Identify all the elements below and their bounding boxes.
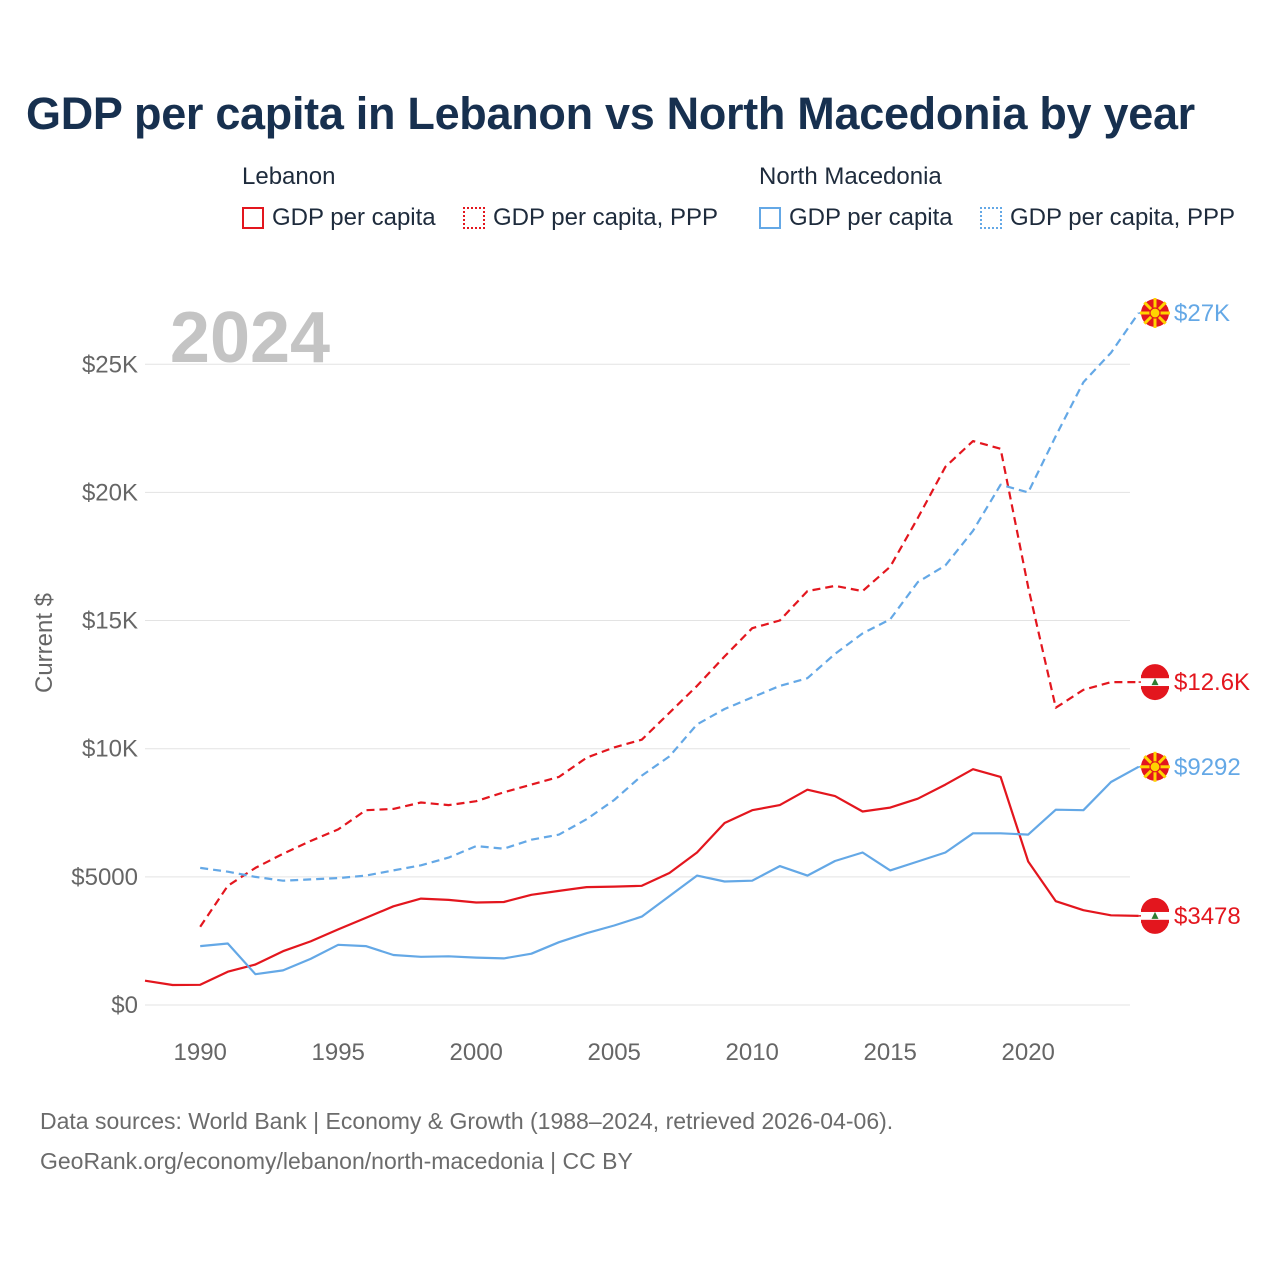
y-tick-label: $25K [82, 351, 138, 378]
x-tick-label: 1995 [312, 1039, 365, 1066]
end-value-label: $27K [1174, 300, 1230, 327]
series-line-lebanon-ppp [199, 440, 1139, 928]
x-tick-label: 2005 [588, 1039, 641, 1066]
source-line-2[interactable]: GeoRank.org/economy/lebanon/north-macedo… [40, 1148, 633, 1174]
end-value-label: $12.6K [1174, 669, 1250, 696]
x-tick-label: 2010 [726, 1039, 779, 1066]
legend-item-north-macedonia-gdp-ppp[interactable]: GDP per capita, PPP [980, 204, 1235, 232]
lebanon-flag-icon [1141, 664, 1169, 701]
y-tick-label: $5000 [71, 864, 138, 891]
x-tick-label: 2020 [1002, 1039, 1055, 1066]
north-macedonia-flag-icon [1140, 298, 1170, 328]
y-axis-label: Current $ [31, 593, 58, 693]
chart-title: GDP per capita in Lebanon vs North Maced… [26, 88, 1195, 139]
legend-swatch-dotted-blue [980, 207, 1002, 229]
y-tick-label: $20K [82, 479, 138, 506]
end-value-label: $9292 [1174, 754, 1241, 781]
legend-swatch-solid-red [242, 207, 264, 229]
y-tick-label: $10K [82, 736, 138, 763]
x-axis-ticks: 1990 1995 2000 2005 2010 2015 2020 [174, 1039, 1055, 1066]
legend-item-lebanon-gdp[interactable]: GDP per capita [242, 204, 436, 232]
end-labels: $3478 $12.6K $9292 $27K [1138, 298, 1250, 934]
north-macedonia-flag-icon [1140, 751, 1170, 782]
legend-swatch-solid-blue [759, 207, 781, 229]
series-line-north-macedonia-ppp [200, 312, 1140, 882]
x-tick-label: 2015 [864, 1039, 917, 1066]
x-tick-label: 1990 [174, 1039, 227, 1066]
y-axis-ticks: $0 $5000 $10K $15K $20K $25K [71, 351, 138, 1019]
legend-label: GDP per capita, PPP [1010, 204, 1235, 231]
legend-group-lebanon: Lebanon [242, 163, 336, 190]
legend-label: GDP per capita, PPP [493, 204, 718, 231]
series-line-north-macedonia-gdp [200, 765, 1140, 976]
legend-label: GDP per capita [789, 204, 953, 231]
legend-label: GDP per capita [272, 204, 436, 231]
legend-group-north-macedonia: North Macedonia [759, 163, 942, 190]
series-lines [144, 312, 1140, 987]
source-line-1: Data sources: World Bank | Economy & Gro… [40, 1108, 894, 1134]
legend-item-lebanon-gdp-ppp[interactable]: GDP per capita, PPP [463, 204, 718, 232]
y-tick-label: $0 [111, 992, 138, 1019]
end-value-label: $3478 [1174, 903, 1241, 930]
y-tick-label: $15K [82, 608, 138, 635]
legend-item-north-macedonia-gdp[interactable]: GDP per capita [759, 204, 953, 232]
legend-swatch-dotted-red [463, 207, 485, 229]
lebanon-flag-icon [1141, 897, 1169, 934]
x-tick-label: 2000 [450, 1039, 503, 1066]
series-line-lebanon-gdp [144, 768, 1139, 987]
year-watermark: 2024 [170, 298, 330, 378]
gridlines [145, 363, 1130, 1006]
